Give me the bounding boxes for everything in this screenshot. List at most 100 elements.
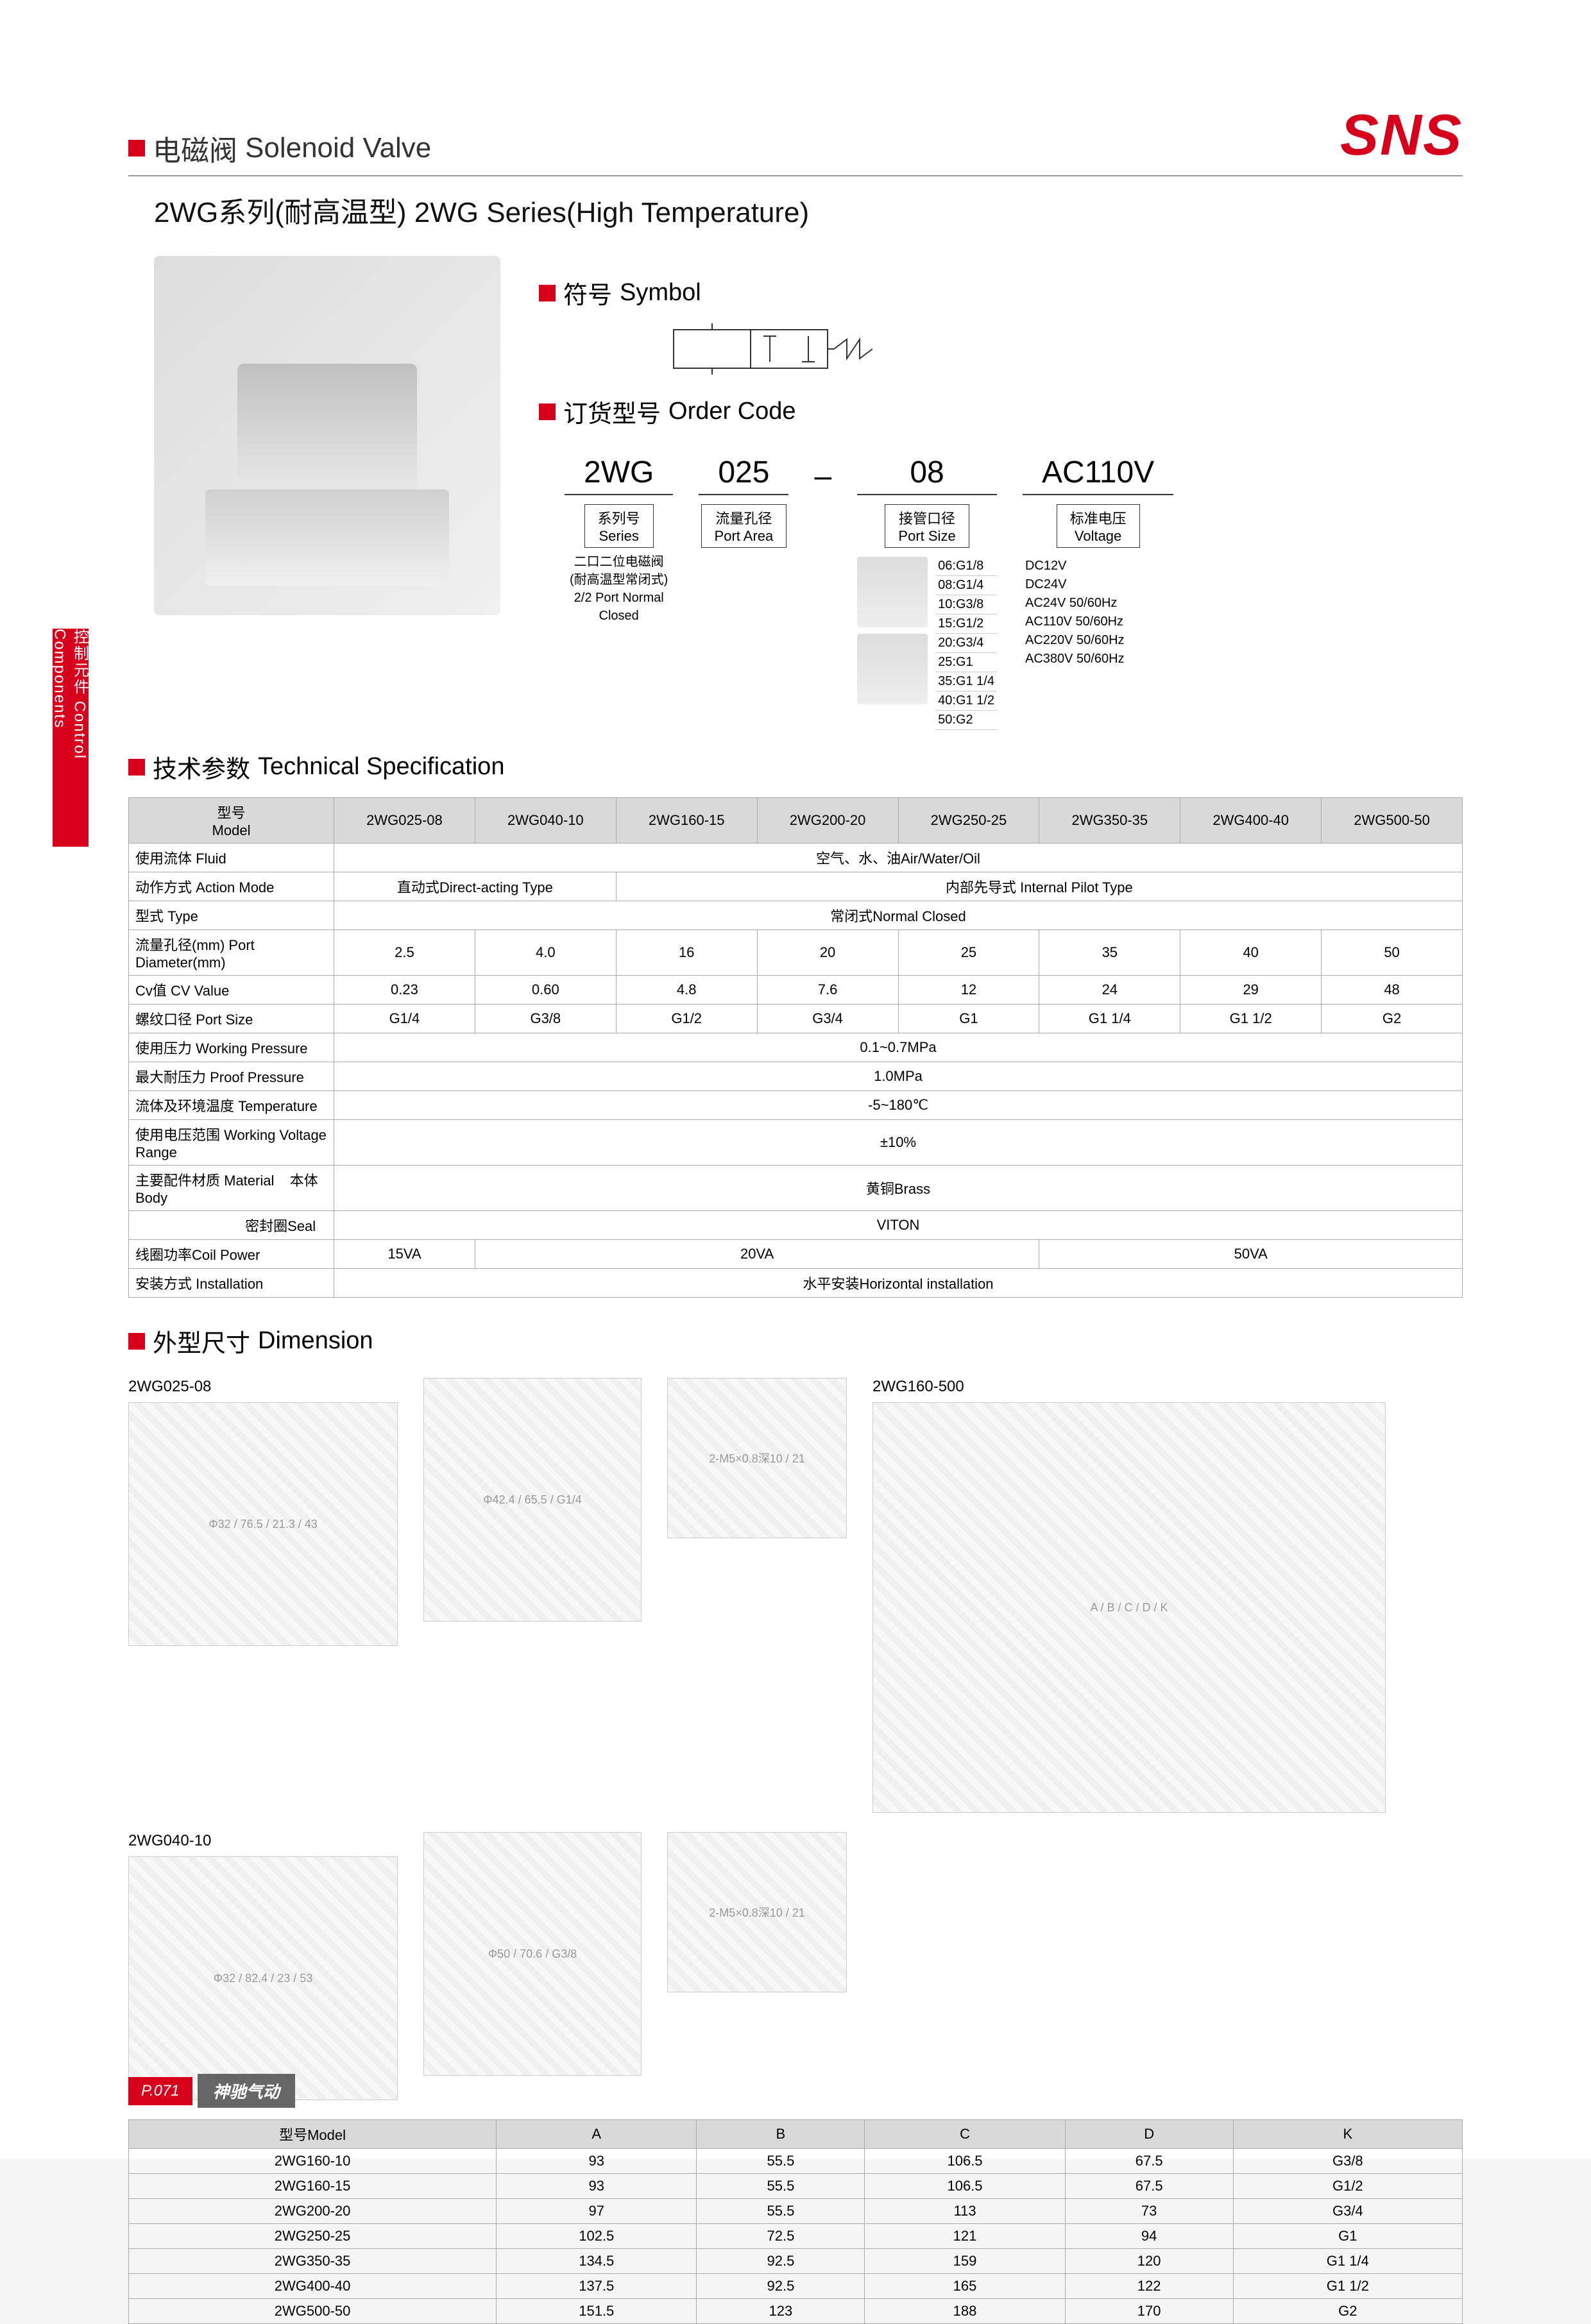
order-label: 接管口径Port Size [885,504,969,548]
spec-value: 空气、水、油Air/Water/Oil [334,844,1463,872]
voltage-item: AC110V 50/60Hz [1023,613,1173,631]
spec-value: -5~180℃ [334,1091,1463,1120]
footer-brand: 神驰气动 [198,2074,295,2108]
spec-value: G1/2 [616,1005,757,1033]
port-images [857,557,928,704]
spec-value: G1/4 [334,1005,475,1033]
red-square-icon [128,759,145,776]
spec-value: G1 1/4 [1039,1005,1180,1033]
technical-drawing: Φ42.4 / 65.5 / G1/4 [423,1378,642,1622]
dim-table-header: A [497,2120,697,2149]
dimension-drawings-row1: 2WG025-08Φ32 / 76.5 / 21.3 / 43Φ42.4 / 6… [128,1378,1463,1813]
spec-value: G2 [1322,1005,1463,1033]
voltage-list: DC12VDC24VAC24V 50/60HzAC110V 50/60HzAC2… [1023,557,1173,668]
red-square-icon [539,285,556,301]
drawing-label: 2WG025-08 [128,1378,398,1396]
dimension-drawing: 2WG040-10Φ32 / 82.4 / 23 / 53 [128,1832,398,2100]
dim-table-cell: G1 [1233,2224,1462,2249]
spec-value: 直动式Direct-acting Type [334,872,617,901]
spec-value: 1.0MPa [334,1062,1463,1091]
dim-table-cell: 92.5 [697,2249,865,2274]
dimension-drawings-row2: 2WG040-10Φ32 / 82.4 / 23 / 53Φ50 / 70.6 … [128,1832,1463,2100]
dim-table-cell: 2WG250-25 [129,2224,497,2249]
spec-row-label: 使用流体 Fluid [129,844,334,872]
dim-table-cell: 93 [497,2174,697,2199]
dim-table-cell: 2WG160-15 [129,2174,497,2199]
spec-value: 内部先导式 Internal Pilot Type [616,872,1462,901]
voltage-item: DC12V [1023,557,1173,575]
spec-value: 50 [1322,930,1463,976]
technical-drawing: Φ50 / 70.6 / G3/8 [423,1832,642,2076]
port-item: 20:G3/4 [935,634,997,653]
dim-table-cell: 134.5 [497,2249,697,2274]
header-left: 电磁阀Solenoid Valve [128,128,431,169]
dim-table-cell: 113 [865,2199,1065,2224]
top-content-row: 符号 Symbol [128,256,1463,730]
page-header: 电磁阀Solenoid Valve SNS [128,103,1463,176]
spec-value: 20VA [475,1240,1039,1269]
technical-drawing: A / B / C / D / K [872,1402,1386,1813]
model-header: 2WG400-40 [1180,798,1322,844]
dimension-drawing: Φ50 / 70.6 / G3/8 [423,1832,642,2100]
tech-heading: 技术参数 Technical Specification [128,749,1463,785]
dim-table-cell: 165 [865,2274,1065,2299]
model-header: 2WG350-35 [1039,798,1180,844]
spec-value: 25 [898,930,1039,976]
order-segment: AC110V标准电压VoltageDC12VDC24VAC24V 50/60Hz… [1023,455,1173,668]
right-column: 符号 Symbol [539,256,1463,730]
order-code-value: 08 [857,455,997,495]
spec-row-label: 螺纹口径 Port Size [129,1005,334,1033]
dim-table-cell: 170 [1065,2299,1233,2324]
dim-table-cell: 55.5 [697,2199,865,2224]
order-segment: 025流量孔径Port Area [699,455,788,548]
spec-value: 50VA [1039,1240,1463,1269]
red-square-icon [539,403,556,420]
spec-row-label: 型式 Type [129,901,334,930]
dim-table-cell: 2WG160-10 [129,2149,497,2174]
product-photo [154,256,500,615]
spec-value: 20 [757,930,898,976]
port-list: 06:G1/808:G1/410:G3/815:G1/220:G3/425:G1… [935,557,997,730]
spec-value: 常闭式Normal Closed [334,901,1463,930]
dim-table-header: K [1233,2120,1462,2149]
dim-table-cell: 123 [697,2299,865,2324]
model-header: 2WG025-08 [334,798,475,844]
dim-table-cell: 120 [1065,2249,1233,2274]
dim-table-cell: 2WG350-35 [129,2249,497,2274]
dim-table-cell: 102.5 [497,2224,697,2249]
symbol-title-en: Symbol [620,279,701,307]
dim-table-cell: 55.5 [697,2149,865,2174]
order-code-value: 025 [699,455,788,495]
spec-value: G3/4 [757,1005,898,1033]
model-header: 2WG160-15 [616,798,757,844]
spec-value: 黄铜Brass [334,1166,1463,1211]
port-thumb [857,557,928,627]
dim-table-cell: 106.5 [865,2149,1065,2174]
dimension-drawing: 2-M5×0.8深10 / 21 [667,1832,847,2100]
drawing-label: 2WG160-500 [872,1378,1386,1396]
dim-table-cell: 2WG400-40 [129,2274,497,2299]
voltage-item: DC24V [1023,575,1173,594]
tech-title-cn: 技术参数 [153,749,250,785]
spec-value: 16 [616,930,757,976]
dim-table-cell: 67.5 [1065,2174,1233,2199]
dim-table-cell: 122 [1065,2274,1233,2299]
dim-table-cell: 93 [497,2149,697,2174]
dim-title-en: Dimension [258,1327,373,1355]
symbol-title-cn: 符号 [563,275,612,310]
dimension-drawing: 2WG160-500 A / B / C / D / K [872,1378,1386,1813]
port-item: 50:G2 [935,711,997,730]
dim-table-cell: 72.5 [697,2224,865,2249]
dimension-table: 型号ModelABCDK2WG160-109355.5106.567.5G3/8… [128,2119,1463,2324]
category-title-en: Solenoid Valve [245,132,431,164]
order-title-cn: 订货型号 [563,394,661,429]
dim-table-cell: G3/8 [1233,2149,1462,2174]
order-code-value: 2WG [565,455,673,495]
spec-value: 7.6 [757,976,898,1005]
spec-row-label: 最大耐压力 Proof Pressure [129,1062,334,1091]
dim-table-cell: 121 [865,2224,1065,2249]
order-segment: 2WG系列号Series二口二位电磁阀(耐高温型常闭式)2/2 Port Nor… [565,455,673,625]
spec-row-label: 流量孔径(mm) Port Diameter(mm) [129,930,334,976]
order-title-en: Order Code [668,398,796,425]
voltage-item: AC220V 50/60Hz [1023,631,1173,650]
